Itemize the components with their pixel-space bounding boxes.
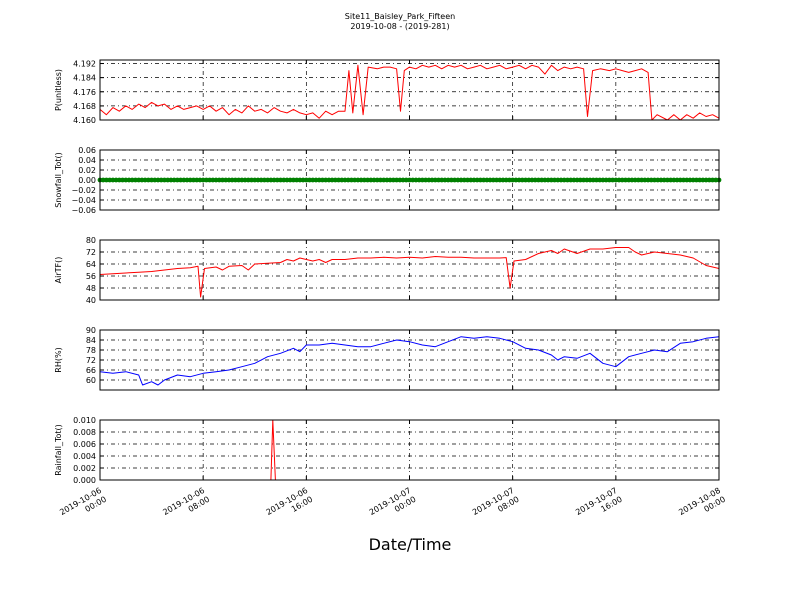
y-tick-label: 56 xyxy=(86,272,96,281)
panels: 4.160 4.168 4.176 4.184 4.192 P(unitless) −0.0… xyxy=(54,59,722,485)
y-tick-label: 84 xyxy=(86,336,96,345)
x-tick-label: 2019-10-0616:00 xyxy=(265,486,315,526)
x-axis-label: Date/Time xyxy=(369,535,452,554)
y-tick-label: 0.010 xyxy=(73,416,96,425)
plot-frame xyxy=(99,149,720,211)
chart-subtitle: 2019-10-08 - (2019-281) xyxy=(350,22,449,31)
plot-frame xyxy=(99,419,720,481)
y-tick-label: 78 xyxy=(86,346,96,355)
y-tick-label: 0.06 xyxy=(78,146,96,155)
y-tick-label: 4.184 xyxy=(73,74,96,83)
y-tick-label: 60 xyxy=(86,376,96,385)
y-tick-label: 0.002 xyxy=(73,464,96,473)
y-tick-label: 0.004 xyxy=(73,452,96,461)
y-axis-label: RH(%) xyxy=(54,347,63,372)
y-tick-label: −0.04 xyxy=(71,196,96,205)
y-axis-label: AirTF() xyxy=(54,257,63,284)
y-tick-label: 90 xyxy=(86,326,96,335)
x-axis-ticks: 2019-10-0600:00 2019-10-0608:00 2019-10-06… xyxy=(58,486,727,526)
y-tick-label: −0.02 xyxy=(71,186,96,195)
panel-1: −0.06−0.04−0.020.000.020.040.06 Snowfall_… xyxy=(54,146,722,215)
y-axis-label: Rainfall_Tot() xyxy=(54,424,63,476)
x-tick-label: 2019-10-0700:00 xyxy=(368,486,418,526)
y-tick-label: 0.00 xyxy=(78,176,96,185)
x-tick-label: 2019-10-0708:00 xyxy=(471,486,521,526)
y-tick-label: 4.160 xyxy=(73,116,96,125)
series-line xyxy=(99,336,720,386)
y-tick-label: 4.168 xyxy=(73,102,96,111)
y-tick-label: 4.192 xyxy=(73,60,96,69)
x-tick-label: 2019-10-0608:00 xyxy=(161,486,211,526)
y-tick-label: 72 xyxy=(86,356,96,365)
x-tick-label: 2019-10-0716:00 xyxy=(574,486,624,526)
x-tick-label: 2019-10-0800:00 xyxy=(677,486,727,526)
y-tick-label: 80 xyxy=(86,236,96,245)
y-tick-label: −0.06 xyxy=(71,206,96,215)
chart-title: Site11_Baisley_Park_Fifteen xyxy=(345,12,455,21)
plot-frame xyxy=(99,239,720,301)
y-axis-label: P(unitless) xyxy=(54,69,63,111)
y-tick-label: 72 xyxy=(86,248,96,257)
x-tick-label: 2019-10-0600:00 xyxy=(58,486,108,526)
y-tick-label: 48 xyxy=(86,284,96,293)
panel-0: 4.160 4.168 4.176 4.184 4.192 P(unitless) xyxy=(54,59,720,125)
y-tick-label: 4.176 xyxy=(73,88,96,97)
series-line xyxy=(99,64,720,121)
panel-2: 40 48 56 64 72 80 AirTF() xyxy=(54,236,720,305)
series-line xyxy=(99,247,720,298)
y-tick-label: 0.008 xyxy=(73,428,96,437)
panel-4: 0.000 0.002 0.004 0.006 0.008 0.010 Rainfall_T… xyxy=(54,416,720,485)
y-tick-label: 40 xyxy=(86,296,96,305)
plot-frame xyxy=(99,59,720,121)
y-tick-label: 0.04 xyxy=(78,156,96,165)
y-tick-label: 0.02 xyxy=(78,166,96,175)
y-tick-label: 64 xyxy=(86,260,96,269)
plot-frame xyxy=(99,329,720,391)
y-tick-label: 66 xyxy=(86,366,96,375)
y-tick-label: 0.006 xyxy=(73,440,96,449)
y-tick-label: 0.000 xyxy=(73,476,96,485)
y-axis-label: Snowfall_Tot() xyxy=(54,152,63,208)
